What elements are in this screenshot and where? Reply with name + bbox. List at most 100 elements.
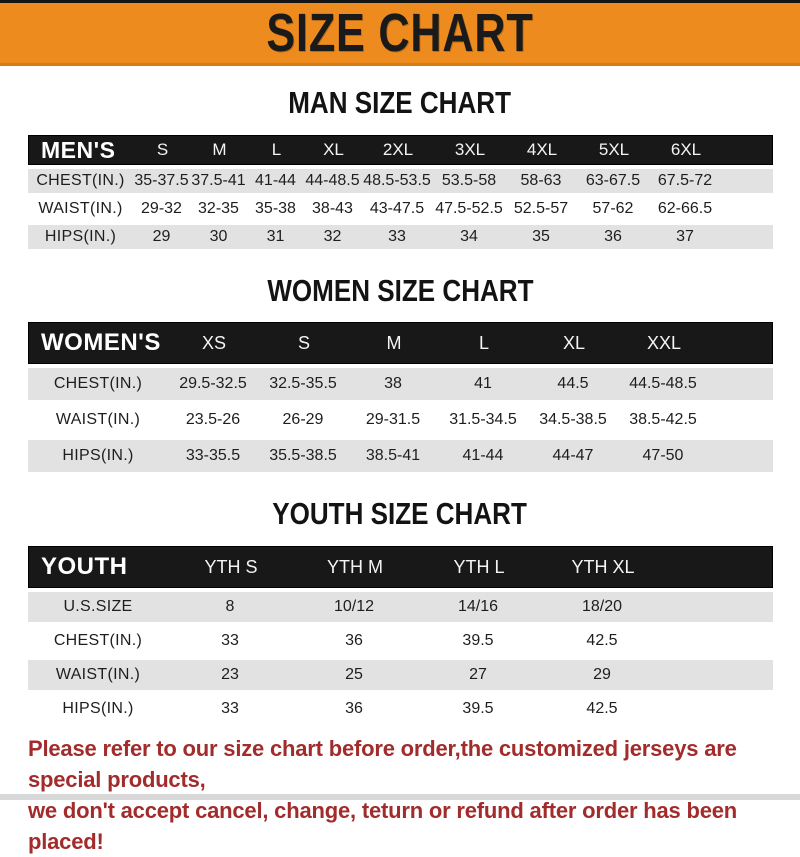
size-value: 23 [221,666,239,683]
size-value: 27 [469,666,487,683]
row-label: HIPS(IN.) [62,447,134,464]
size-col-header: YTH M [327,556,383,577]
row-label: HIPS(IN.) [62,700,134,717]
size-value: 33 [221,700,239,717]
page-title: SIZE CHART [266,3,534,63]
size-value: 63-67.5 [585,172,641,189]
size-value: 29.5-32.5 [179,375,247,392]
table-row-waist: WAIST(IN.) 29-32 32-35 35-38 38-43 43-47… [28,197,773,221]
size-value: 44-48.5 [305,172,360,189]
size-value: 47-50 [642,447,684,464]
size-value: 44.5 [557,375,589,392]
size-col-header: 5XL [598,140,630,159]
size-value: 44.5-48.5 [629,375,697,392]
size-value: 35.5-38.5 [269,447,337,464]
row-label: HIPS(IN.) [44,228,117,245]
youth-table-header-row: YOUTH YTH S YTH M YTH L YTH XL [28,546,773,588]
size-value: 14/16 [457,598,499,615]
size-value: 41 [474,375,492,392]
bottom-border-strip [0,794,800,800]
row-label: WAIST(IN.) [55,666,141,683]
top-border-strip [0,0,800,3]
size-value: 41-44 [255,172,296,189]
size-value: 35-38 [255,200,296,217]
size-value: 25 [345,666,363,683]
row-label: WAIST(IN.) [38,200,123,217]
size-value: 53.5-58 [441,172,497,189]
size-col-header: XXL [646,332,682,353]
size-value: 30 [209,228,228,245]
table-row-hips: HIPS(IN.) 29 30 31 32 33 34 35 36 37 [28,225,773,249]
size-value: 29 [152,228,171,245]
size-value: 67.5-72 [657,172,713,189]
size-col-header: S [297,332,310,353]
size-value: 33 [221,632,239,649]
table-row-hips: HIPS(IN.) 33-35.5 35.5-38.5 38.5-41 41-4… [28,440,773,472]
size-value: 39.5 [462,700,494,717]
size-col-header: L [271,140,282,159]
mens-section-title: MAN SIZE CHART [288,85,512,120]
size-value: 10/12 [333,598,375,615]
size-value: 58-63 [520,172,562,189]
size-value: 32.5-35.5 [269,375,337,392]
mens-size-table: MEN'S S M L XL 2XL 3XL 4XL 5XL 6XL CHEST… [28,135,773,249]
size-value: 29-32 [141,200,182,217]
size-value: 37.5-41 [191,172,246,189]
size-value: 33-35.5 [185,447,241,464]
table-row-chest: CHEST(IN.) 29.5-32.5 32.5-35.5 38 41 44.… [28,368,773,400]
size-value: 41-44 [462,447,504,464]
size-value: 38-43 [312,200,353,217]
size-value: 38 [384,375,402,392]
size-value: 32-35 [198,200,239,217]
row-label: U.S.SIZE [63,598,133,615]
size-col-header: XL [323,140,344,159]
size-value: 35-37.5 [134,172,189,189]
size-value: 57-62 [592,200,634,217]
size-value: 36 [604,228,622,245]
size-value: 36 [345,700,363,717]
size-col-header: M [212,140,227,159]
size-col-header: YTH XL [571,556,635,577]
footer-line-1: Please refer to our size chart before or… [28,736,737,792]
size-value: 52.5-57 [513,200,569,217]
size-value: 37 [676,228,694,245]
size-value: 43-47.5 [369,200,425,217]
size-value: 23.5-26 [185,411,241,428]
size-value: 48.5-53.5 [363,172,431,189]
size-col-header: 4XL [526,140,558,159]
size-value: 35 [532,228,550,245]
size-value: 47.5-52.5 [435,200,503,217]
size-value: 31 [266,228,285,245]
womens-header-label: WOMEN'S [41,329,161,356]
size-value: 26-29 [282,411,324,428]
size-value: 62-66.5 [657,200,713,217]
banner: SIZE CHART [0,3,800,66]
size-value: 42.5 [586,632,618,649]
size-col-header: XS [201,332,226,353]
size-col-header: S [156,140,169,159]
size-value: 29 [593,666,611,683]
size-value: 36 [345,632,363,649]
womens-table-header-row: WOMEN'S XS S M L XL XXL [28,322,773,364]
size-col-header: M [386,332,402,353]
mens-table-header-row: MEN'S S M L XL 2XL 3XL 4XL 5XL 6XL [28,135,773,165]
mens-header-label: MEN'S [41,136,116,163]
size-value: 29-31.5 [365,411,421,428]
womens-size-table: WOMEN'S XS S M L XL XXL CHEST(IN.) 29.5-… [28,322,773,472]
size-col-header: XL [562,332,586,353]
size-value: 18/20 [581,598,623,615]
row-label: WAIST(IN.) [55,411,141,428]
footer-line-2: we don't accept cancel, change, teturn o… [28,798,738,854]
youth-section-title: YOUTH SIZE CHART [272,496,528,531]
size-value: 38.5-41 [365,447,421,464]
size-value: 39.5 [462,632,494,649]
youth-header-label: YOUTH [41,553,128,580]
table-row-waist: WAIST(IN.) 23 25 27 29 [28,660,773,690]
row-label: CHEST(IN.) [53,632,143,649]
size-value: 8 [225,598,235,615]
size-value: 32 [323,228,342,245]
row-label: CHEST(IN.) [36,172,125,189]
row-label: CHEST(IN.) [53,375,143,392]
size-col-header: L [478,332,489,353]
